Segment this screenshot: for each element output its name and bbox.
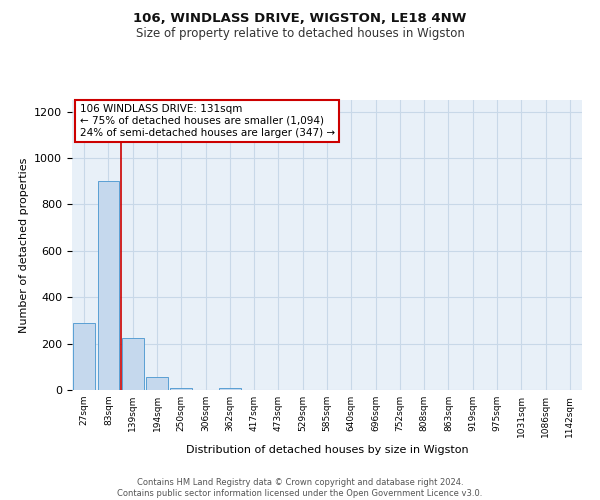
X-axis label: Distribution of detached houses by size in Wigston: Distribution of detached houses by size … — [185, 446, 469, 456]
Text: 106 WINDLASS DRIVE: 131sqm
← 75% of detached houses are smaller (1,094)
24% of s: 106 WINDLASS DRIVE: 131sqm ← 75% of deta… — [80, 104, 335, 138]
Bar — [122, 338, 143, 390]
Text: Size of property relative to detached houses in Wigston: Size of property relative to detached ho… — [136, 28, 464, 40]
Bar — [219, 388, 241, 390]
Bar — [170, 388, 192, 390]
Bar — [73, 322, 95, 390]
Text: Contains HM Land Registry data © Crown copyright and database right 2024.
Contai: Contains HM Land Registry data © Crown c… — [118, 478, 482, 498]
Y-axis label: Number of detached properties: Number of detached properties — [19, 158, 29, 332]
Bar — [97, 181, 119, 390]
Text: 106, WINDLASS DRIVE, WIGSTON, LE18 4NW: 106, WINDLASS DRIVE, WIGSTON, LE18 4NW — [133, 12, 467, 26]
Bar — [146, 377, 168, 390]
